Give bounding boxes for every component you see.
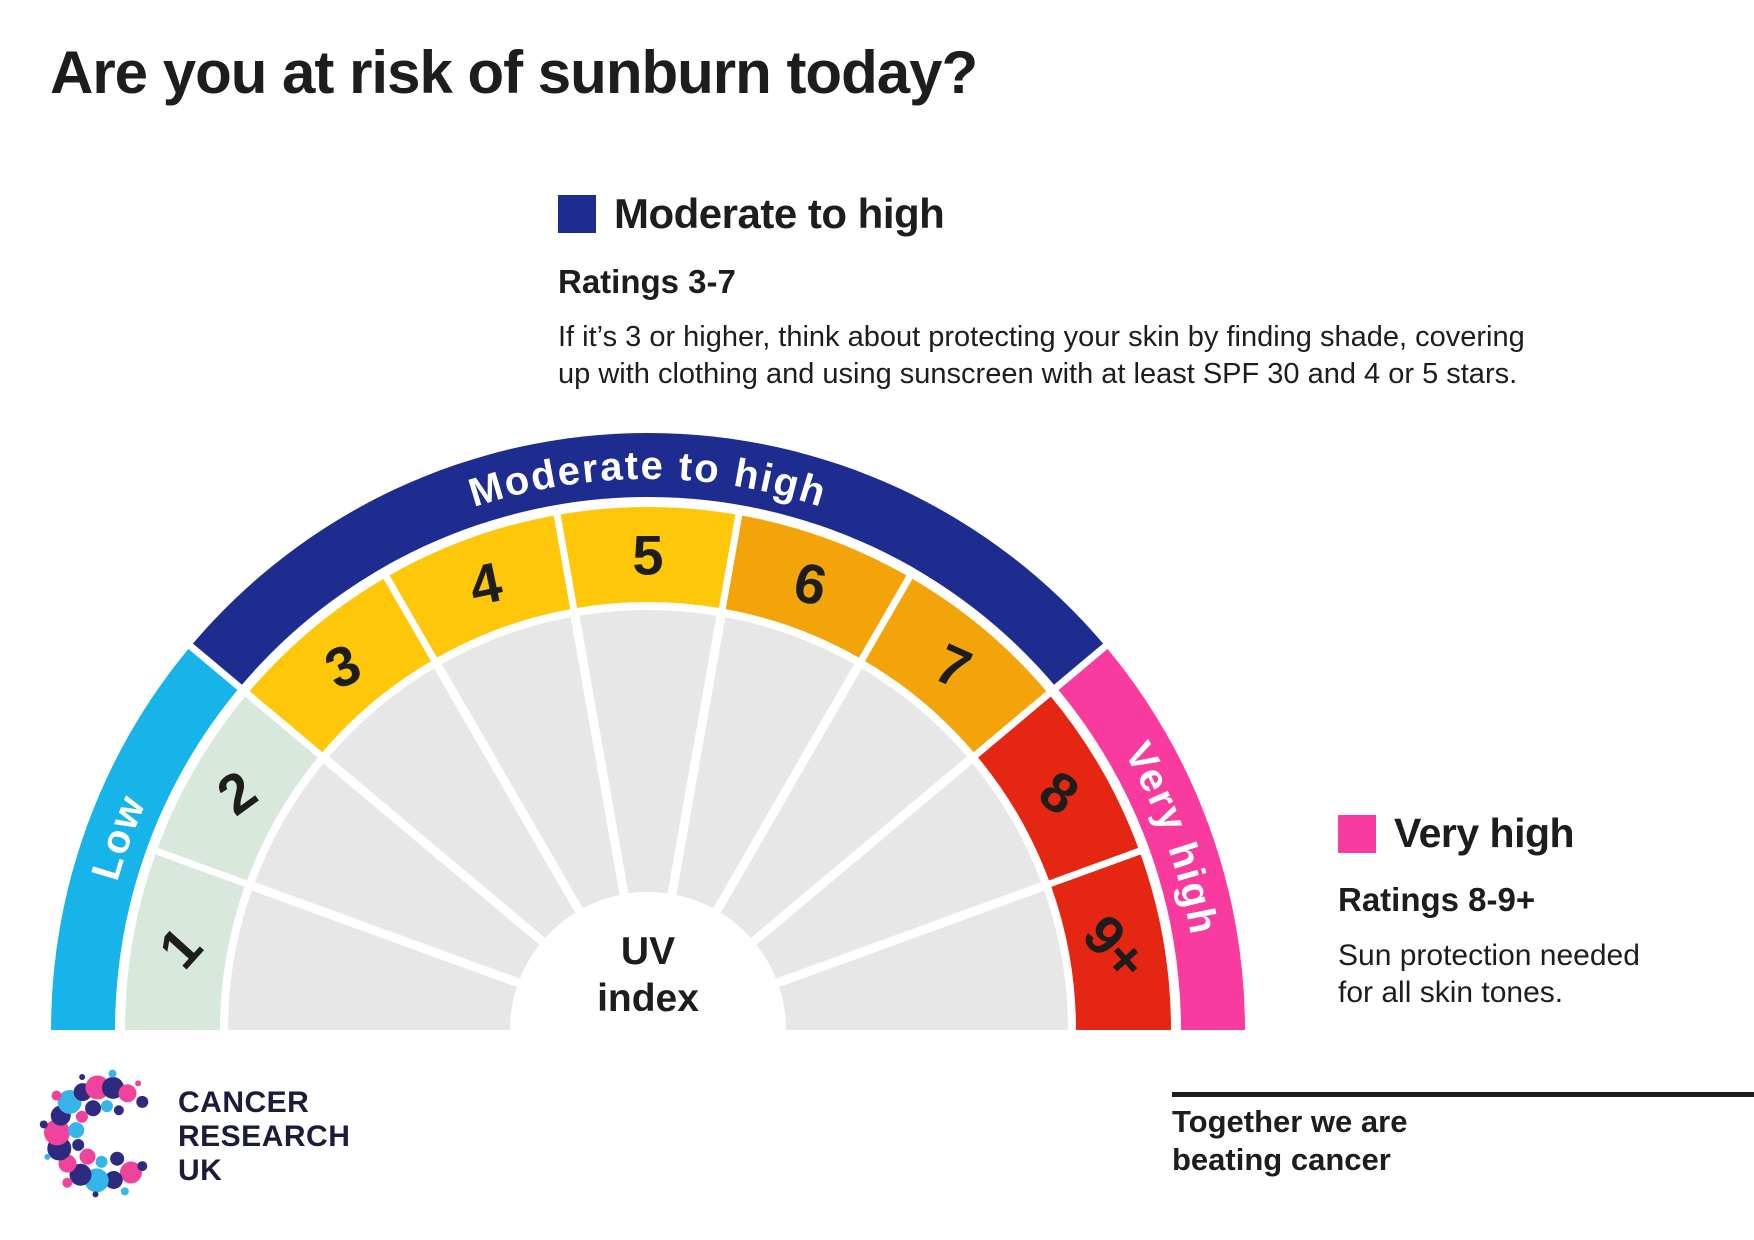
logo-dot (44, 1153, 51, 1160)
legend-moderate-ratings: Ratings 3-7 (558, 263, 736, 300)
logo-dot (85, 1075, 110, 1100)
logo-dot (95, 1155, 108, 1168)
segment-cell-3 (247, 577, 434, 755)
legend-very-high-body: Sun protection needed for all skin tones… (1338, 937, 1738, 1011)
gauge-center-label-line1: UV (621, 930, 675, 973)
segment-inner-wedge-8 (753, 760, 1043, 983)
legend-very-high-ratings: Ratings 8-9+ (1338, 881, 1536, 918)
segment-cell-1 (125, 851, 246, 1030)
logo-dot (68, 1122, 85, 1139)
logo-dot (118, 1084, 137, 1103)
separator-band (718, 510, 743, 614)
tagline-rule (1172, 1092, 1754, 1097)
separator-band (151, 846, 251, 889)
separator-inner (569, 611, 630, 903)
logo-dot (100, 1100, 113, 1113)
cruk-wordmark-line2: RESEARCH (178, 1120, 351, 1153)
separator-band (970, 640, 1111, 761)
segment-inner-wedge-6 (671, 616, 858, 911)
logo-dot (135, 1080, 142, 1087)
separator-band (856, 571, 915, 665)
segment-cell-2 (156, 693, 321, 884)
legend-moderate-body-line2: up with clothing and using sunscreen wit… (558, 358, 1518, 390)
segment-inner-wedge-4 (438, 616, 625, 911)
segment-number-5: 5 (632, 524, 663, 587)
legend-very-high-head: Very high (1338, 810, 1738, 857)
segment-cell-4 (386, 514, 574, 660)
legend-moderate-to-high: Moderate to high Ratings 3-7 If it’s 3 o… (558, 190, 1658, 393)
segment-inner-wedge-9+ (777, 886, 1068, 1030)
legend-moderate-heading: Moderate to high (614, 190, 945, 237)
legend-very-high: Very high Ratings 8-9+ Sun protection ne… (1338, 810, 1738, 1011)
legend-very-high-heading: Very high (1394, 810, 1575, 856)
segment-inner-wedge-1 (228, 886, 519, 1030)
legend-moderate-body: If it’s 3 or higher, think about protect… (558, 319, 1658, 393)
logo-dot (85, 1100, 102, 1117)
logo-dot (101, 1076, 124, 1099)
page-title: Are you at risk of sunburn today? (50, 39, 978, 106)
logo-dot (92, 1191, 99, 1198)
logo-dot (62, 1177, 73, 1188)
separator-inner (248, 880, 528, 990)
logo-dot (136, 1095, 149, 1108)
category-arc-moderate-to-high (190, 433, 1106, 688)
logo-dot (75, 1110, 88, 1123)
legend-moderate-body-line1: If it’s 3 or higher, think about protect… (558, 321, 1525, 353)
logo-dot (69, 1163, 92, 1186)
tagline: Together we are beating cancer (1172, 1103, 1407, 1179)
segment-inner-wedge-2 (253, 760, 543, 983)
legend-very-high-body-line1: Sun protection needed (1338, 939, 1640, 972)
moderate-color-swatch (558, 195, 596, 233)
separator-inner (432, 660, 587, 920)
legend-very-high-body-line2: for all skin tones. (1338, 976, 1564, 1009)
logo-dot (44, 1119, 71, 1146)
segment-inner-wedge-3 (326, 666, 579, 942)
logo-dot (120, 1187, 129, 1196)
tagline-line1: Together we are (1172, 1104, 1408, 1139)
very-high-color-swatch (1338, 814, 1376, 853)
logo-dot (108, 1069, 117, 1078)
separator-band (553, 510, 578, 614)
separator-inner (666, 611, 727, 903)
cruk-logo-mark (39, 1069, 149, 1198)
cruk-wordmark-line3: UK (178, 1154, 223, 1187)
segment-cell-9+ (1050, 851, 1171, 1030)
logo-dot (110, 1151, 125, 1166)
segment-cell-8 (975, 693, 1140, 884)
separator-inner (768, 880, 1048, 990)
separator-band (185, 640, 326, 761)
segment-inner-wedge-7 (717, 666, 970, 942)
logo-dot (113, 1105, 124, 1116)
gauge-center-label-line2: index (597, 977, 699, 1020)
separator-band (1045, 846, 1145, 889)
legend-moderate-head: Moderate to high (558, 190, 1658, 238)
separator-inner (320, 754, 552, 950)
cruk-logo-wordmark: CANCER RESEARCH UK (178, 1086, 350, 1188)
logo-dot (72, 1138, 85, 1151)
logo-dot (39, 1120, 48, 1129)
logo-dot (79, 1074, 86, 1081)
logo-dot (51, 1090, 62, 1101)
segment-cell-7 (862, 577, 1049, 755)
category-arc-low (51, 646, 240, 1030)
separator-inner (744, 754, 976, 950)
logo-dot (79, 1148, 96, 1165)
cruk-wordmark-line1: CANCER (178, 1086, 310, 1119)
tagline-line2: beating cancer (1172, 1142, 1391, 1177)
segment-cell-5 (557, 507, 739, 609)
separator-inner (709, 660, 864, 920)
logo-dot (119, 1161, 142, 1184)
logo-dot (137, 1161, 148, 1172)
logo-dot (104, 1170, 123, 1189)
separator-band (381, 571, 440, 665)
category-arc-very-high (1056, 646, 1245, 1030)
segment-cell-6 (722, 514, 910, 660)
